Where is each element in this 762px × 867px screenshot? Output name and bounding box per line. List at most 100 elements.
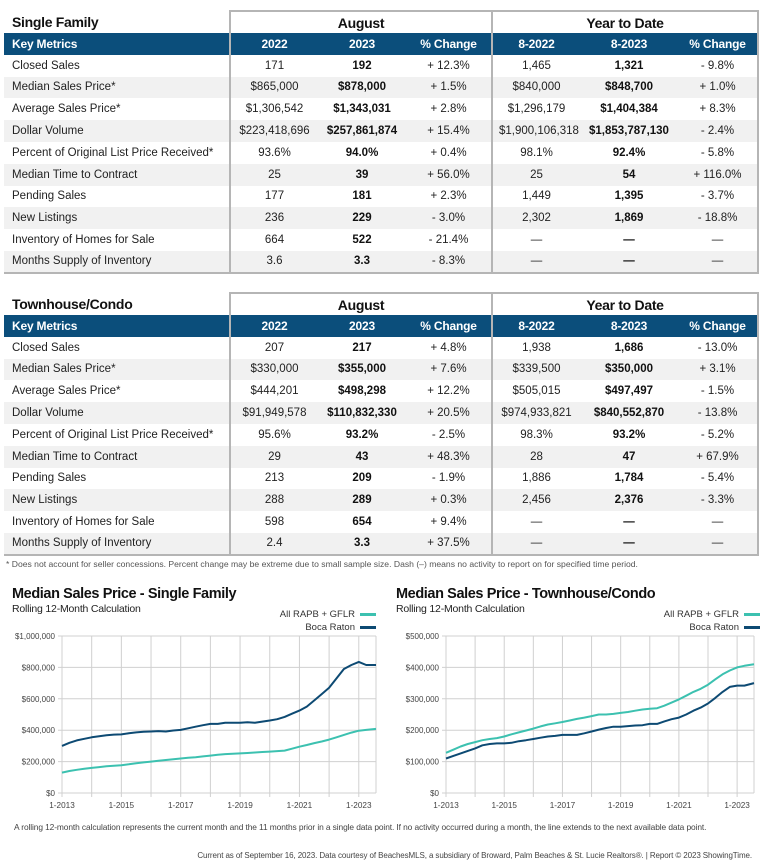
month-2022-value: $91,949,578 (229, 402, 318, 424)
month-change-value: + 1.5% (406, 76, 492, 99)
townhouse-condo-chart: Median Sales Price - Townhouse/Condo Rol… (396, 586, 762, 814)
chart-title: Median Sales Price - Single Family (12, 586, 237, 602)
chart-subtitle: Rolling 12-Month Calculation (396, 603, 525, 615)
single-family-chart: Median Sales Price - Single Family Rolli… (12, 586, 384, 814)
month-change-value: - 2.5% (431, 428, 466, 441)
month-2023-value: 93.2% (345, 428, 379, 441)
column-header: % Change (406, 315, 492, 337)
period-title: August (229, 10, 492, 33)
metric-label: Percent of Original List Price Received* (12, 146, 214, 159)
x-tick-label: 1-2023 (724, 801, 750, 810)
table-row: New Listings 288 289 + 0.3% 2,456 2,376- 3.3% (4, 489, 760, 512)
ytd-change-value: — (678, 511, 760, 533)
x-tick-label: 1-2013 (433, 801, 459, 810)
column-header: % Change (678, 33, 760, 55)
report-credits: Current as of September 16, 2023. Data c… (197, 851, 752, 860)
table-row: Median Time to Contract 29 43 + 48.3% 28 47 + … (4, 445, 760, 468)
ytd-change-value: — (678, 250, 760, 274)
y-tick-label: $800,000 (22, 663, 56, 672)
legend-swatch-icon (360, 613, 376, 616)
month-2022-value: 29 (229, 445, 318, 468)
column-header: Key Metrics (4, 33, 230, 55)
month-change-value: - 3.0% (406, 207, 492, 230)
month-change-value: + 0.3% (406, 489, 492, 512)
table-footnote: * Does not account for seller concession… (6, 559, 638, 569)
month-change-value: + 37.5% (406, 532, 492, 556)
month-change-value: + 7.6% (406, 358, 492, 381)
metric-label: Months Supply of Inventory (4, 250, 230, 274)
month-2023-value: $110,832,330 (318, 402, 406, 424)
metric-label: Median Sales Price* (4, 358, 230, 381)
month-2022-value: 171 (229, 54, 318, 77)
month-2022-value: $330,000 (229, 358, 318, 381)
column-header: 8-2023 (580, 33, 678, 55)
table-row: Dollar Volume $91,949,578 $110,832,330 + 20… (4, 402, 760, 424)
ytd-title: Year to Date (490, 292, 760, 315)
ytd-change-value: - 5.4% (678, 467, 760, 490)
table-row: Pending Sales 213 209 - 1.9% 1,886 1,784 - 5.4… (4, 467, 760, 490)
column-header: 2022 (229, 33, 318, 55)
ytd-2023-value: — (623, 234, 635, 247)
month-2023-value: 289 (318, 489, 406, 512)
month-change-value: - 1.9% (431, 472, 466, 485)
month-2022-value: 93.6% (229, 141, 318, 164)
month-2022-value: 213 (229, 467, 318, 490)
metric-label: Median Sales Price* (4, 76, 230, 99)
metric-label: Pending Sales (12, 472, 87, 485)
y-tick-label: $100,000 (406, 758, 440, 767)
table-row: Percent of Original List Price Received*… (4, 423, 760, 446)
ytd-change-value: - 5.8% (678, 141, 760, 164)
month-2022-value: 95.6% (229, 423, 318, 446)
legend-swatch-icon (744, 626, 760, 629)
ytd-2022-value: 25 (491, 163, 580, 186)
table-header: Key Metrics 2022 2023 % Change 8-2022 8-… (4, 33, 760, 55)
month-2022-value: 288 (229, 489, 318, 512)
ytd-2022-value: $840,000 (491, 76, 580, 99)
ytd-2023-value: $1,404,384 (600, 103, 658, 116)
ytd-2023-value: — (580, 250, 678, 274)
ytd-change-value: + 3.1% (678, 358, 760, 381)
ytd-change-value: + 8.3% (678, 98, 760, 121)
month-2022-value: 236 (229, 207, 318, 230)
month-2023-value: 39 (318, 163, 406, 186)
month-2022-value: 177 (229, 185, 318, 208)
ytd-2022-value: 1,938 (491, 336, 580, 359)
month-change-value: + 15.4% (406, 120, 492, 142)
metric-label: Inventory of Homes for Sale (12, 516, 155, 529)
month-2022-value: $1,306,542 (229, 98, 318, 121)
ytd-2023-value: 54 (580, 163, 678, 186)
month-change-value: + 20.5% (406, 402, 492, 424)
column-header: 8-2022 (491, 315, 580, 337)
period-title: August (229, 292, 492, 315)
column-header: 2023 (318, 33, 406, 55)
x-tick-label: 1-2021 (666, 801, 692, 810)
column-header: % Change (678, 315, 760, 337)
column-header: % Change (406, 33, 492, 55)
y-tick-label: $200,000 (406, 726, 440, 735)
series-line-all-rapb-gflr (445, 663, 755, 754)
group-title: Single Family (12, 14, 99, 30)
month-2023-value: $257,861,874 (318, 120, 406, 142)
ytd-2022-value: 1,449 (491, 185, 580, 208)
ytd-2023-value: 1,869 (580, 207, 678, 230)
month-change-value: + 4.8% (430, 341, 467, 354)
ytd-change-value: - 13.0% (678, 336, 760, 359)
month-2023-value: 522 (352, 234, 372, 247)
month-2023-value: $355,000 (318, 358, 406, 381)
table-row: Median Sales Price* $865,000 $878,000 + 1.5… (4, 76, 760, 99)
month-2022-value: 25 (229, 163, 318, 186)
ytd-change-value: + 67.9% (678, 445, 760, 468)
ytd-change-value: + 116.0% (678, 163, 760, 186)
ytd-change-value: - 13.8% (678, 402, 760, 424)
ytd-2022-value: 28 (491, 445, 580, 468)
y-tick-label: $200,000 (22, 758, 56, 767)
ytd-2023-value: $840,552,870 (580, 402, 678, 424)
y-tick-label: $400,000 (406, 663, 440, 672)
month-change-value: - 21.4% (428, 234, 469, 247)
ytd-2022-value: $505,015 (491, 380, 580, 403)
ytd-2022-value: 2,302 (491, 207, 580, 230)
ytd-2023-value: 92.4% (612, 146, 646, 159)
ytd-2022-value: 2,456 (491, 489, 580, 512)
table-row: Closed Sales 171 192 + 12.3% 1,465 1,321 - 9.8… (4, 54, 760, 77)
y-tick-label: $400,000 (22, 726, 56, 735)
